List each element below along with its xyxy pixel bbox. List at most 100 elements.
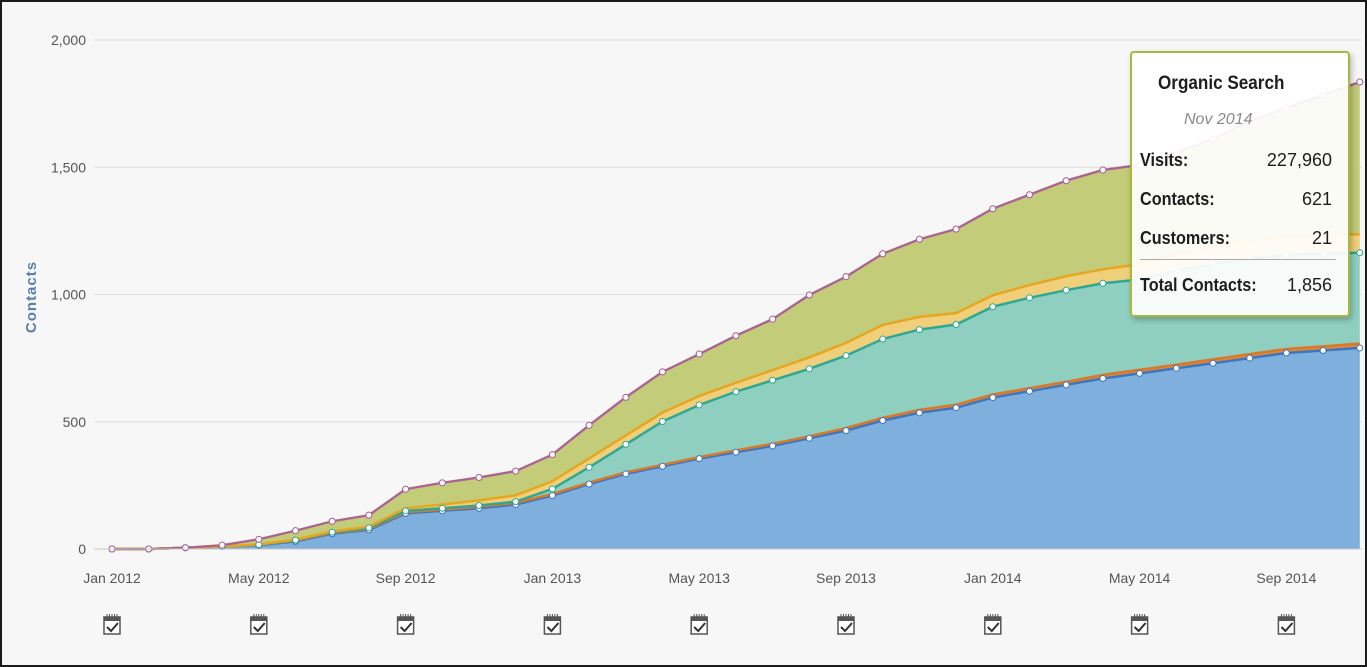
data-point[interactable] [1172,364,1180,372]
data-point[interactable] [842,352,850,360]
calendar-check-icon[interactable] [984,614,1002,635]
data-point[interactable] [805,434,813,442]
data-point[interactable] [879,335,887,343]
data-point[interactable] [915,409,923,417]
tooltip-customers-label: Customers: [1140,228,1231,248]
data-point[interactable] [732,332,740,340]
data-point[interactable] [1026,191,1033,199]
data-point[interactable] [475,473,483,481]
data-point[interactable] [732,388,740,396]
data-point[interactable] [805,291,813,299]
data-point[interactable] [805,365,813,373]
data-point[interactable] [1356,344,1364,352]
data-point[interactable] [1062,381,1070,389]
data-point[interactable] [548,492,556,500]
data-point[interactable] [842,273,850,281]
tooltip-title: Organic Search [1158,73,1285,94]
data-point[interactable] [659,417,666,425]
data-point[interactable] [695,455,703,463]
data-point[interactable] [1282,349,1290,357]
data-point[interactable] [989,205,997,213]
calendar-check-icon[interactable] [543,614,562,635]
x-tick-label: Jan 2012 [83,570,141,586]
data-point[interactable] [952,404,960,412]
data-point[interactable] [255,535,263,543]
data-point[interactable] [1209,359,1217,367]
data-point[interactable] [842,427,850,435]
calendar-check-icon[interactable] [837,614,855,635]
calendar-check-icon[interactable] [1130,614,1149,635]
data-point[interactable] [438,479,446,487]
data-point[interactable] [622,470,630,478]
calendar-check-icon[interactable] [396,614,415,635]
data-point[interactable] [1099,374,1107,382]
data-point[interactable] [328,517,336,525]
tooltip-row-contacts: Contacts: 621 [1140,189,1332,215]
tooltip-contacts-value: 621 [1301,189,1332,209]
axes: Contacts 0 500 1,000 1,500 2,000 Jan 2012 May … [23,32,1362,586]
data-point[interactable] [512,467,520,475]
tooltip-row-total: Total Contacts: 1,856 [1140,275,1332,301]
calendar-check-icon[interactable] [103,614,121,635]
data-point[interactable] [402,507,410,515]
data-point[interactable] [1062,177,1070,185]
data-point[interactable] [732,448,740,456]
area-series-0 [112,347,1360,549]
data-point[interactable] [989,394,997,402]
data-point[interactable] [548,485,556,493]
x-tick-label: Jan 2013 [524,570,582,586]
data-point[interactable] [1246,354,1254,362]
data-point[interactable] [1026,387,1033,395]
data-point[interactable] [292,536,299,544]
data-point[interactable] [879,250,887,258]
data-point[interactable] [952,321,960,329]
data-point[interactable] [402,485,410,493]
data-point[interactable] [548,451,556,459]
data-point[interactable] [915,235,923,243]
data-point[interactable] [769,315,777,323]
data-point[interactable] [952,225,960,233]
calendar-check-icon[interactable] [250,614,268,635]
data-point[interactable] [365,524,373,532]
y-axis-label: Contacts [23,261,40,333]
data-point[interactable] [585,480,593,488]
data-point[interactable] [659,462,666,470]
data-point[interactable] [1026,294,1033,302]
data-point[interactable] [989,303,997,311]
event-markers[interactable] [103,614,1296,635]
data-point[interactable] [1099,279,1107,287]
data-point[interactable] [695,350,703,358]
x-tick-label: May 2012 [228,570,290,586]
data-point[interactable] [292,527,299,535]
tooltip-contacts-label: Contacts: [1140,189,1215,209]
calendar-check-icon[interactable] [1277,614,1296,635]
data-point[interactable] [879,416,887,424]
data-point[interactable] [1099,166,1107,174]
data-point[interactable] [915,326,923,334]
data-point[interactable] [1356,78,1364,86]
data-point[interactable] [695,401,703,409]
data-point[interactable] [1319,346,1327,354]
data-point[interactable] [769,442,777,450]
data-point[interactable] [328,528,336,536]
data-point[interactable] [1136,369,1144,377]
y-tick-label: 1,500 [51,159,86,175]
data-point[interactable] [475,501,483,509]
data-point[interactable] [365,511,373,519]
data-point[interactable] [622,440,630,448]
data-point[interactable] [585,421,593,429]
data-point[interactable] [181,544,189,552]
data-point[interactable] [438,504,446,512]
data-point[interactable] [769,376,777,384]
tooltip-divider [1140,259,1336,260]
data-point[interactable] [585,463,593,471]
data-point[interactable] [218,541,226,549]
calendar-check-icon[interactable] [690,614,708,635]
data-point[interactable] [659,368,666,376]
data-point[interactable] [1356,249,1364,257]
data-point[interactable] [1062,286,1070,294]
tooltip-visits-value: 227,960 [1266,150,1332,170]
data-point[interactable] [512,498,520,506]
data-point[interactable] [622,393,630,401]
